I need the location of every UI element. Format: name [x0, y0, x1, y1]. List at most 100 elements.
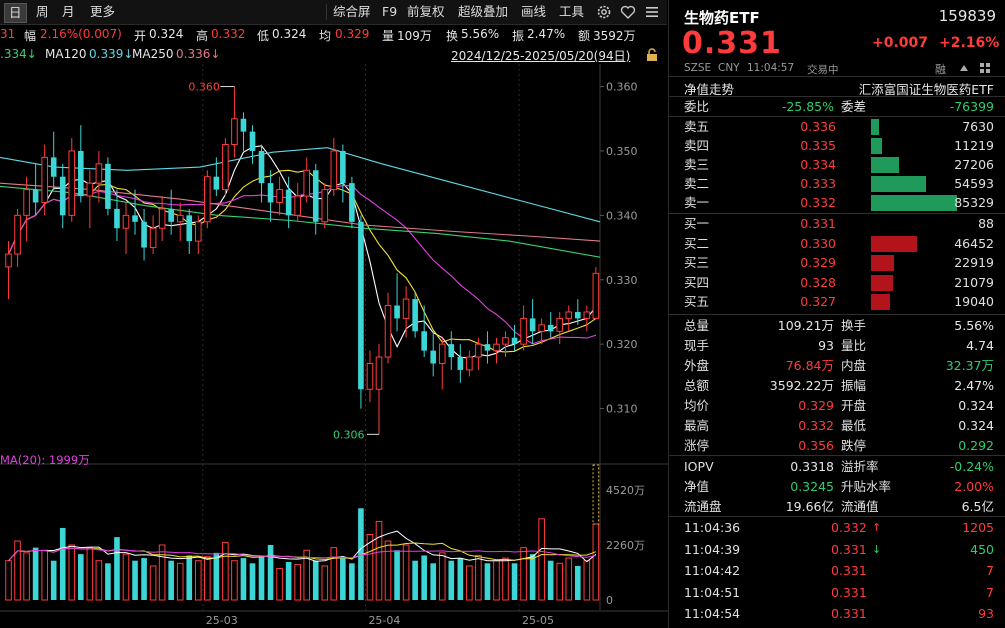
composite-screen-button[interactable]: 综合屏 [333, 4, 371, 19]
volume-tick-label: 0 [606, 594, 613, 607]
volume-bar-up [231, 560, 238, 601]
ask-level-row[interactable]: 卖五 0.336 7630 [684, 119, 994, 135]
bid-depth-bar [871, 274, 893, 291]
volume-value: 109万 [397, 29, 432, 43]
candle-body-up [294, 195, 301, 216]
tick-row: 11:04:39 0.331 ↓ 450 [684, 541, 994, 557]
volume-bar-up [375, 520, 383, 601]
candle-body-down [213, 176, 220, 190]
lock-icon[interactable] [645, 48, 659, 65]
menu-icon[interactable] [645, 4, 659, 23]
x-tick-label: 25-04 [368, 614, 400, 627]
volume-bar-up [204, 556, 211, 601]
bid-level-row[interactable]: 买一 0.331 88 [684, 216, 994, 231]
draw-line-button[interactable]: 画线 [521, 4, 547, 19]
bid-level-row[interactable]: 买三 0.329 22919 [684, 255, 994, 272]
x-tick-label: 25-03 [206, 614, 238, 627]
volume-bar-up [122, 553, 130, 601]
candle-body-up [375, 356, 383, 390]
volume-bar-up [583, 560, 591, 601]
candle-body-up [149, 227, 157, 249]
candle-body-down [285, 189, 292, 216]
candle-body-up [402, 298, 410, 319]
ask-level-row[interactable]: 卖三 0.334 27206 [684, 157, 994, 173]
candle-body-down [132, 215, 138, 222]
stat-row: 均价 0.329 开盘 0.324 [684, 398, 994, 413]
candle-body-down [78, 150, 84, 197]
ma-line-ma60 [0, 185, 601, 258]
candle-body-up [68, 150, 76, 216]
bid-level-row[interactable]: 买五 0.327 19040 [684, 294, 994, 311]
bid-depth-bar [871, 255, 895, 272]
volume-bar-down [511, 563, 518, 600]
volume-ma-line [8, 530, 597, 563]
ask-level-row[interactable]: 卖一 0.332 85329 [684, 195, 994, 211]
candle-body-down [50, 157, 57, 177]
candle-body-down [240, 118, 247, 132]
candle-body-up [556, 317, 564, 332]
volume-bar-down [547, 560, 554, 600]
volume-bar-down [114, 537, 120, 600]
volume-bar-up [402, 544, 410, 601]
candle-body-up [366, 362, 374, 390]
tools-button[interactable]: 工具 [559, 4, 585, 19]
period-month-button[interactable]: 月 [62, 4, 75, 19]
stat-row: 外盘 76.84万 内盘 32.37万 [684, 358, 994, 373]
tick-row: 11:04:42 0.331 7 [684, 563, 994, 578]
candle-body-up [86, 182, 94, 197]
candle-body-up [583, 311, 591, 319]
period-day-button[interactable]: 日 [4, 3, 27, 23]
volume-bar-down [258, 555, 265, 600]
volume-bar-up [23, 552, 30, 601]
volume-bar-up [194, 560, 202, 601]
candle-body-up [276, 189, 283, 203]
volume-bar-down [529, 554, 536, 600]
candle-body-up [303, 169, 311, 197]
nav-trend-tab[interactable]: 净值走势 [684, 82, 735, 97]
candle-body-up [330, 150, 338, 191]
candle-body-up [41, 156, 48, 203]
last-price: 0.331 [682, 26, 782, 61]
volume-bar-up [95, 560, 103, 601]
gear-icon[interactable] [596, 4, 612, 23]
ma120-value: 0.339↓ [89, 47, 134, 61]
candle-body-up [502, 337, 509, 345]
candle-body-up [466, 356, 473, 371]
turnover-value: 5.56% [461, 27, 500, 41]
margin-badge: 融 [935, 63, 946, 76]
bid-level-row[interactable]: 买四 0.328 21079 [684, 274, 994, 291]
stat-row: 总额 3592.22万 振幅 2.47% [684, 378, 994, 393]
quote-time: 11:04:57 [747, 62, 795, 74]
candle-body-down [349, 183, 355, 222]
tick-row: 11:04:54 0.331 93 [684, 606, 994, 621]
volume-bar-down [340, 558, 346, 600]
low-value: 0.324 [272, 27, 307, 41]
super-overlay-button[interactable]: 超级叠加 [458, 4, 509, 19]
x-tick-label: 25-05 [522, 614, 554, 627]
candle-body-up [95, 163, 103, 184]
date-range[interactable]: 2024/12/25-2025/05/20(94日) [451, 49, 631, 63]
kline-chart[interactable]: 25-03 25-04 25-05 0.360 0.350 0.340 0.330 0.320… [0, 64, 668, 628]
candle-body-up [176, 214, 184, 223]
arrow-up-icon [959, 63, 969, 77]
more-periods-button[interactable]: 更多 [90, 4, 116, 19]
volume-bar-down [78, 554, 84, 600]
candle-body-down [105, 163, 111, 209]
fund-stat-row: 流通盘 19.66亿 流通值 6.5亿 [684, 499, 994, 514]
heart-icon[interactable] [620, 4, 636, 23]
grid-icon[interactable] [979, 62, 991, 77]
volume-bar-up [86, 547, 94, 601]
volume-bar-up [366, 534, 374, 601]
candle-body-up [520, 317, 527, 345]
ask-level-row[interactable]: 卖四 0.335 11219 [684, 138, 994, 154]
bid-depth-bar [871, 294, 890, 311]
ask-level-row[interactable]: 卖二 0.333 54593 [684, 176, 994, 192]
f9-button[interactable]: F9 [382, 4, 398, 19]
volume-bar-up [68, 544, 76, 601]
stat-row: 总量 109.21万 换手 5.56% [684, 318, 994, 333]
volume-bar-down [430, 563, 437, 600]
candle-body-down [312, 170, 319, 222]
bid-level-row[interactable]: 买二 0.330 46452 [684, 235, 994, 252]
period-week-button[interactable]: 周 [36, 4, 49, 19]
forward-adjust-button[interactable]: 前复权 [407, 4, 445, 19]
